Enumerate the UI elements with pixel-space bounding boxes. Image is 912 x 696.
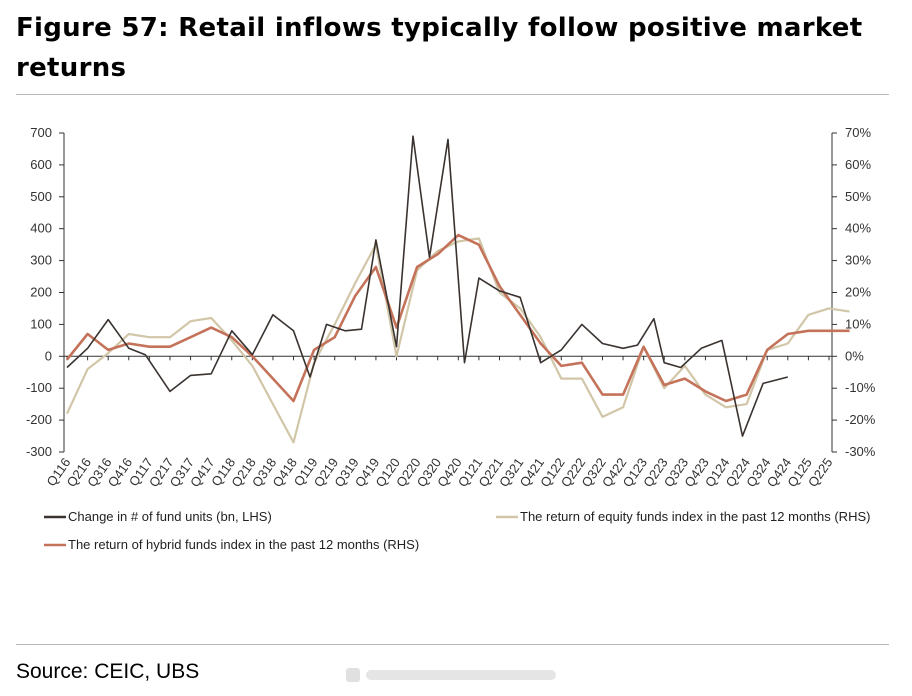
left-tick-label: 200 [30,285,52,300]
bottom-divider [16,644,889,645]
right-tick-label: 50% [845,189,871,204]
series-line-0 [66,135,789,437]
left-tick-label: 700 [30,125,52,140]
right-tick-label: -30% [845,444,876,459]
chart: -300 -200 -100 0 100 200 300 400 500 600 700 -30% -2… [26,125,876,552]
source-note: Source: CEIC, UBS [16,660,200,683]
right-tick-label: -20% [845,412,876,427]
top-divider [16,94,889,95]
left-tick-label: 100 [30,316,52,331]
series-line-2 [65,233,850,403]
left-tick-label: 400 [30,221,52,236]
page-title: Figure 57: Retail inflows typically foll… [16,13,863,83]
legend-label: The return of equity funds index in the … [520,509,870,524]
left-tick-label: -300 [26,444,52,459]
right-tick-label: 10% [845,316,871,331]
legend-label: Change in # of fund units (bn, LHS) [68,509,272,524]
left-tick-label: 300 [30,253,52,268]
right-tick-label: 60% [845,157,871,172]
left-tick-label: -200 [26,412,52,427]
series-line-1 [66,237,850,444]
watermark-logo [346,668,556,682]
right-tick-label: 0% [845,348,864,363]
left-tick-label: 500 [30,189,52,204]
legend-label: The return of hybrid funds index in the … [68,537,419,552]
right-tick-label: 20% [845,285,871,300]
right-tick-label: 70% [845,125,871,140]
right-tick-label: 30% [845,253,871,268]
right-tick-label: -10% [845,380,876,395]
right-tick-label: 40% [845,221,871,236]
left-tick-label: 0 [45,348,52,363]
left-tick-label: -100 [26,380,52,395]
left-tick-label: 600 [30,157,52,172]
